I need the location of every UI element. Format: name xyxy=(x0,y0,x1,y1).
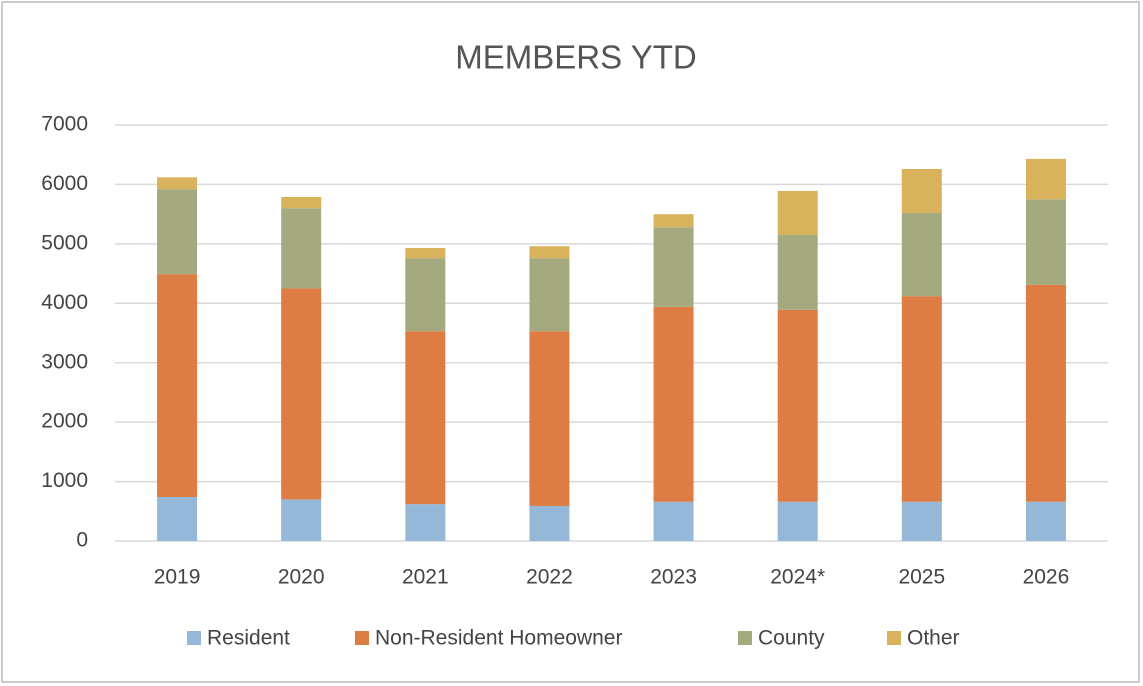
bar-segment xyxy=(901,296,942,502)
x-tick-label: 2025 xyxy=(898,566,945,589)
legend-label: County xyxy=(758,627,825,650)
y-tick-label: 7000 xyxy=(41,113,88,136)
legend-swatch xyxy=(887,631,901,645)
bar-segment xyxy=(653,214,694,228)
bar-segment xyxy=(157,497,198,541)
legend-swatch xyxy=(355,631,369,645)
bar-segment xyxy=(529,246,570,259)
bar-segment xyxy=(281,208,322,289)
bar-segment xyxy=(653,501,694,541)
bar-segment xyxy=(157,177,198,190)
bar-segment xyxy=(901,212,942,297)
legend-swatch xyxy=(738,631,752,645)
x-tick-label: 2022 xyxy=(526,566,573,589)
y-tick-label: 3000 xyxy=(41,350,88,373)
bar-segment xyxy=(281,196,322,209)
bar-segment xyxy=(1025,501,1066,541)
y-tick-label: 5000 xyxy=(41,231,88,254)
y-tick-label: 6000 xyxy=(41,172,88,195)
bar-segment xyxy=(1025,199,1066,285)
bar-segment xyxy=(405,248,446,259)
bar-segment xyxy=(405,258,446,332)
bar-segment xyxy=(529,331,570,506)
y-tick-label: 0 xyxy=(76,529,88,552)
bar-segment xyxy=(405,331,446,505)
x-tick-label: 2019 xyxy=(154,566,201,589)
bar-segment xyxy=(653,227,694,307)
x-tick-label: 2026 xyxy=(1023,566,1070,589)
bar-segment xyxy=(777,234,818,310)
bar-segment xyxy=(157,189,198,275)
y-tick-label: 1000 xyxy=(41,469,88,492)
bar-segment xyxy=(1025,284,1066,502)
x-tick-label: 2020 xyxy=(278,566,325,589)
bar-segment xyxy=(529,258,570,332)
bar-segment xyxy=(281,288,322,500)
bar-segment xyxy=(777,190,818,235)
y-tick-label: 4000 xyxy=(41,291,88,314)
x-tick-label: 2024* xyxy=(770,566,825,589)
bar-segment xyxy=(901,501,942,541)
bar-segment xyxy=(1025,158,1066,200)
bar-segment xyxy=(529,505,570,541)
legend-label: Other xyxy=(907,627,960,650)
bar-segment xyxy=(281,499,322,541)
legend-label: Non-Resident Homeowner xyxy=(375,627,622,650)
legend-swatch xyxy=(187,631,201,645)
bar-segment xyxy=(157,274,198,498)
legend-label: Resident xyxy=(207,627,290,650)
bar-segment xyxy=(405,504,446,541)
y-tick-label: 2000 xyxy=(41,410,88,433)
bar-segment xyxy=(777,309,818,502)
bar-segment xyxy=(901,168,942,213)
x-tick-label: 2021 xyxy=(402,566,449,589)
bar-segment xyxy=(777,501,818,541)
x-tick-label: 2023 xyxy=(650,566,697,589)
bar-segment xyxy=(653,306,694,502)
chart-title: MEMBERS YTD xyxy=(455,39,696,76)
